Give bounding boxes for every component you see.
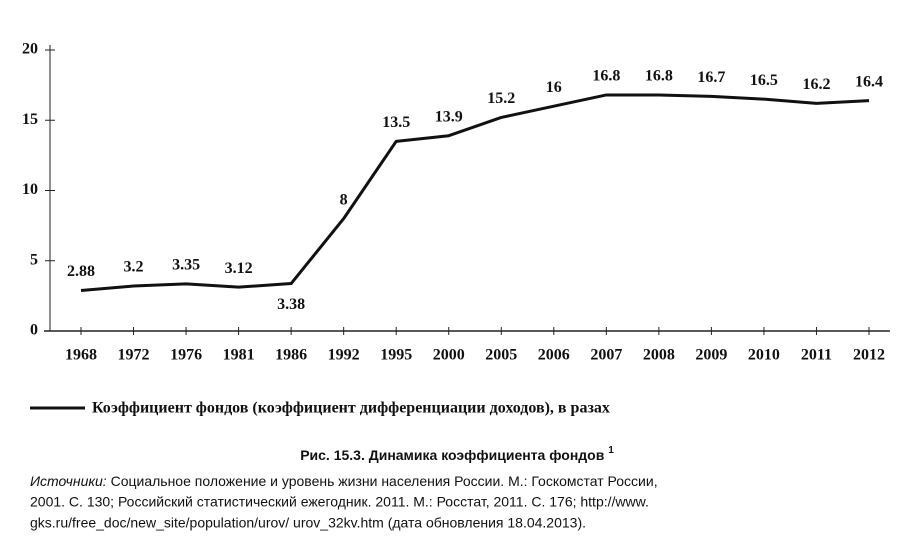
data-label: 13.5	[382, 114, 410, 131]
data-label: 2.88	[67, 263, 95, 280]
sources-line: Источники: Социальное положение и уровен…	[30, 473, 658, 489]
x-tick-label: 2010	[748, 347, 780, 364]
y-tick-label: 0	[30, 322, 38, 339]
data-label: 3.12	[225, 260, 253, 277]
data-label: 16	[546, 79, 562, 96]
x-tick-label: 2011	[801, 347, 832, 364]
x-tick-label: 2005	[485, 347, 517, 364]
legend-label: Коэффициент фондов (коэффициент дифферен…	[92, 400, 610, 417]
x-tick-label: 2000	[433, 347, 465, 364]
x-tick-label: 1981	[223, 347, 255, 364]
x-tick-label: 1986	[275, 347, 307, 364]
data-label: 13.9	[435, 108, 463, 125]
data-label: 16.2	[802, 76, 830, 93]
data-label: 16.4	[855, 73, 883, 90]
data-label: 3.2	[124, 259, 144, 276]
figure-caption: Рис. 15.3. Динамика коэффициента фондов …	[300, 445, 614, 463]
x-tick-label: 1992	[328, 347, 360, 364]
data-label: 16.8	[592, 68, 620, 85]
y-tick-label: 10	[22, 181, 38, 198]
x-tick-label: 2009	[695, 347, 727, 364]
y-tick-label: 15	[22, 111, 38, 128]
data-label: 16.7	[697, 69, 725, 86]
y-tick-label: 5	[30, 251, 38, 268]
sources-text: Социальное положение и уровень жизни нас…	[111, 473, 658, 489]
data-label: 3.35	[172, 257, 200, 274]
data-label: 3.38	[277, 296, 305, 313]
x-tick-label: 2008	[643, 347, 675, 364]
caption-note: 1	[608, 445, 614, 456]
x-tick-label: 2012	[853, 347, 885, 364]
x-tick-label: 2007	[590, 347, 622, 364]
sources-line: 2001. С. 130; Российский статистический …	[30, 494, 649, 510]
data-label: 16.5	[750, 72, 778, 89]
data-label: 8	[340, 191, 348, 208]
x-tick-label: 2006	[538, 347, 570, 364]
x-tick-label: 1976	[170, 347, 202, 364]
x-tick-label: 1995	[380, 347, 412, 364]
y-tick-label: 20	[22, 41, 38, 58]
caption-number: Рис. 15.3.	[300, 447, 365, 463]
series-line	[80, 93, 870, 293]
x-tick-label: 1972	[118, 347, 150, 364]
caption-text: Динамика коэффициента фондов	[369, 447, 605, 463]
sources-label: Источники:	[30, 473, 107, 489]
data-label: 15.2	[487, 90, 515, 107]
data-label: 16.8	[645, 68, 673, 85]
x-tick-label: 1968	[65, 347, 97, 364]
sources-line: gks.ru/free_doc/new_site/population/urov…	[30, 515, 586, 531]
